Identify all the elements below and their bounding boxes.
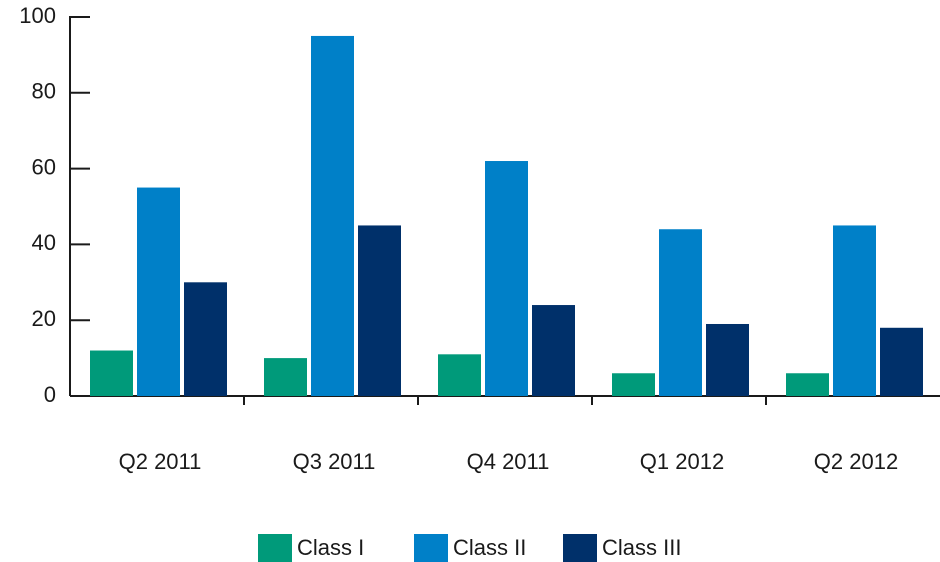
bar [659,229,702,396]
legend-swatch [258,534,292,562]
bar [612,373,655,396]
legend-label: Class III [602,535,681,560]
y-tick-label: 20 [32,306,56,331]
x-tick-label: Q3 2011 [293,449,376,474]
bar [485,161,528,396]
bar [833,225,876,396]
bar [786,373,829,396]
x-tick-label: Q2 2011 [119,449,202,474]
x-tick-label: Q4 2011 [467,449,550,474]
legend-label: Class II [453,535,526,560]
bar [137,187,180,396]
legend-swatch [563,534,597,562]
bar [264,358,307,396]
bar [706,323,749,396]
y-tick-label: 100 [19,3,56,28]
bar [438,354,481,396]
bar [532,305,575,396]
bar [880,327,923,396]
y-tick-label: 0 [44,382,56,407]
y-tick-label: 40 [32,230,56,255]
bar [358,225,401,396]
x-tick-label: Q1 2012 [640,449,724,474]
y-tick-label: 80 [32,79,56,104]
y-tick-label: 60 [32,154,56,179]
bar [184,282,227,396]
bar [90,350,133,396]
x-tick-label: Q2 2012 [814,449,898,474]
legend-label: Class I [297,535,364,560]
bar [311,35,354,396]
legend-swatch [414,534,448,562]
